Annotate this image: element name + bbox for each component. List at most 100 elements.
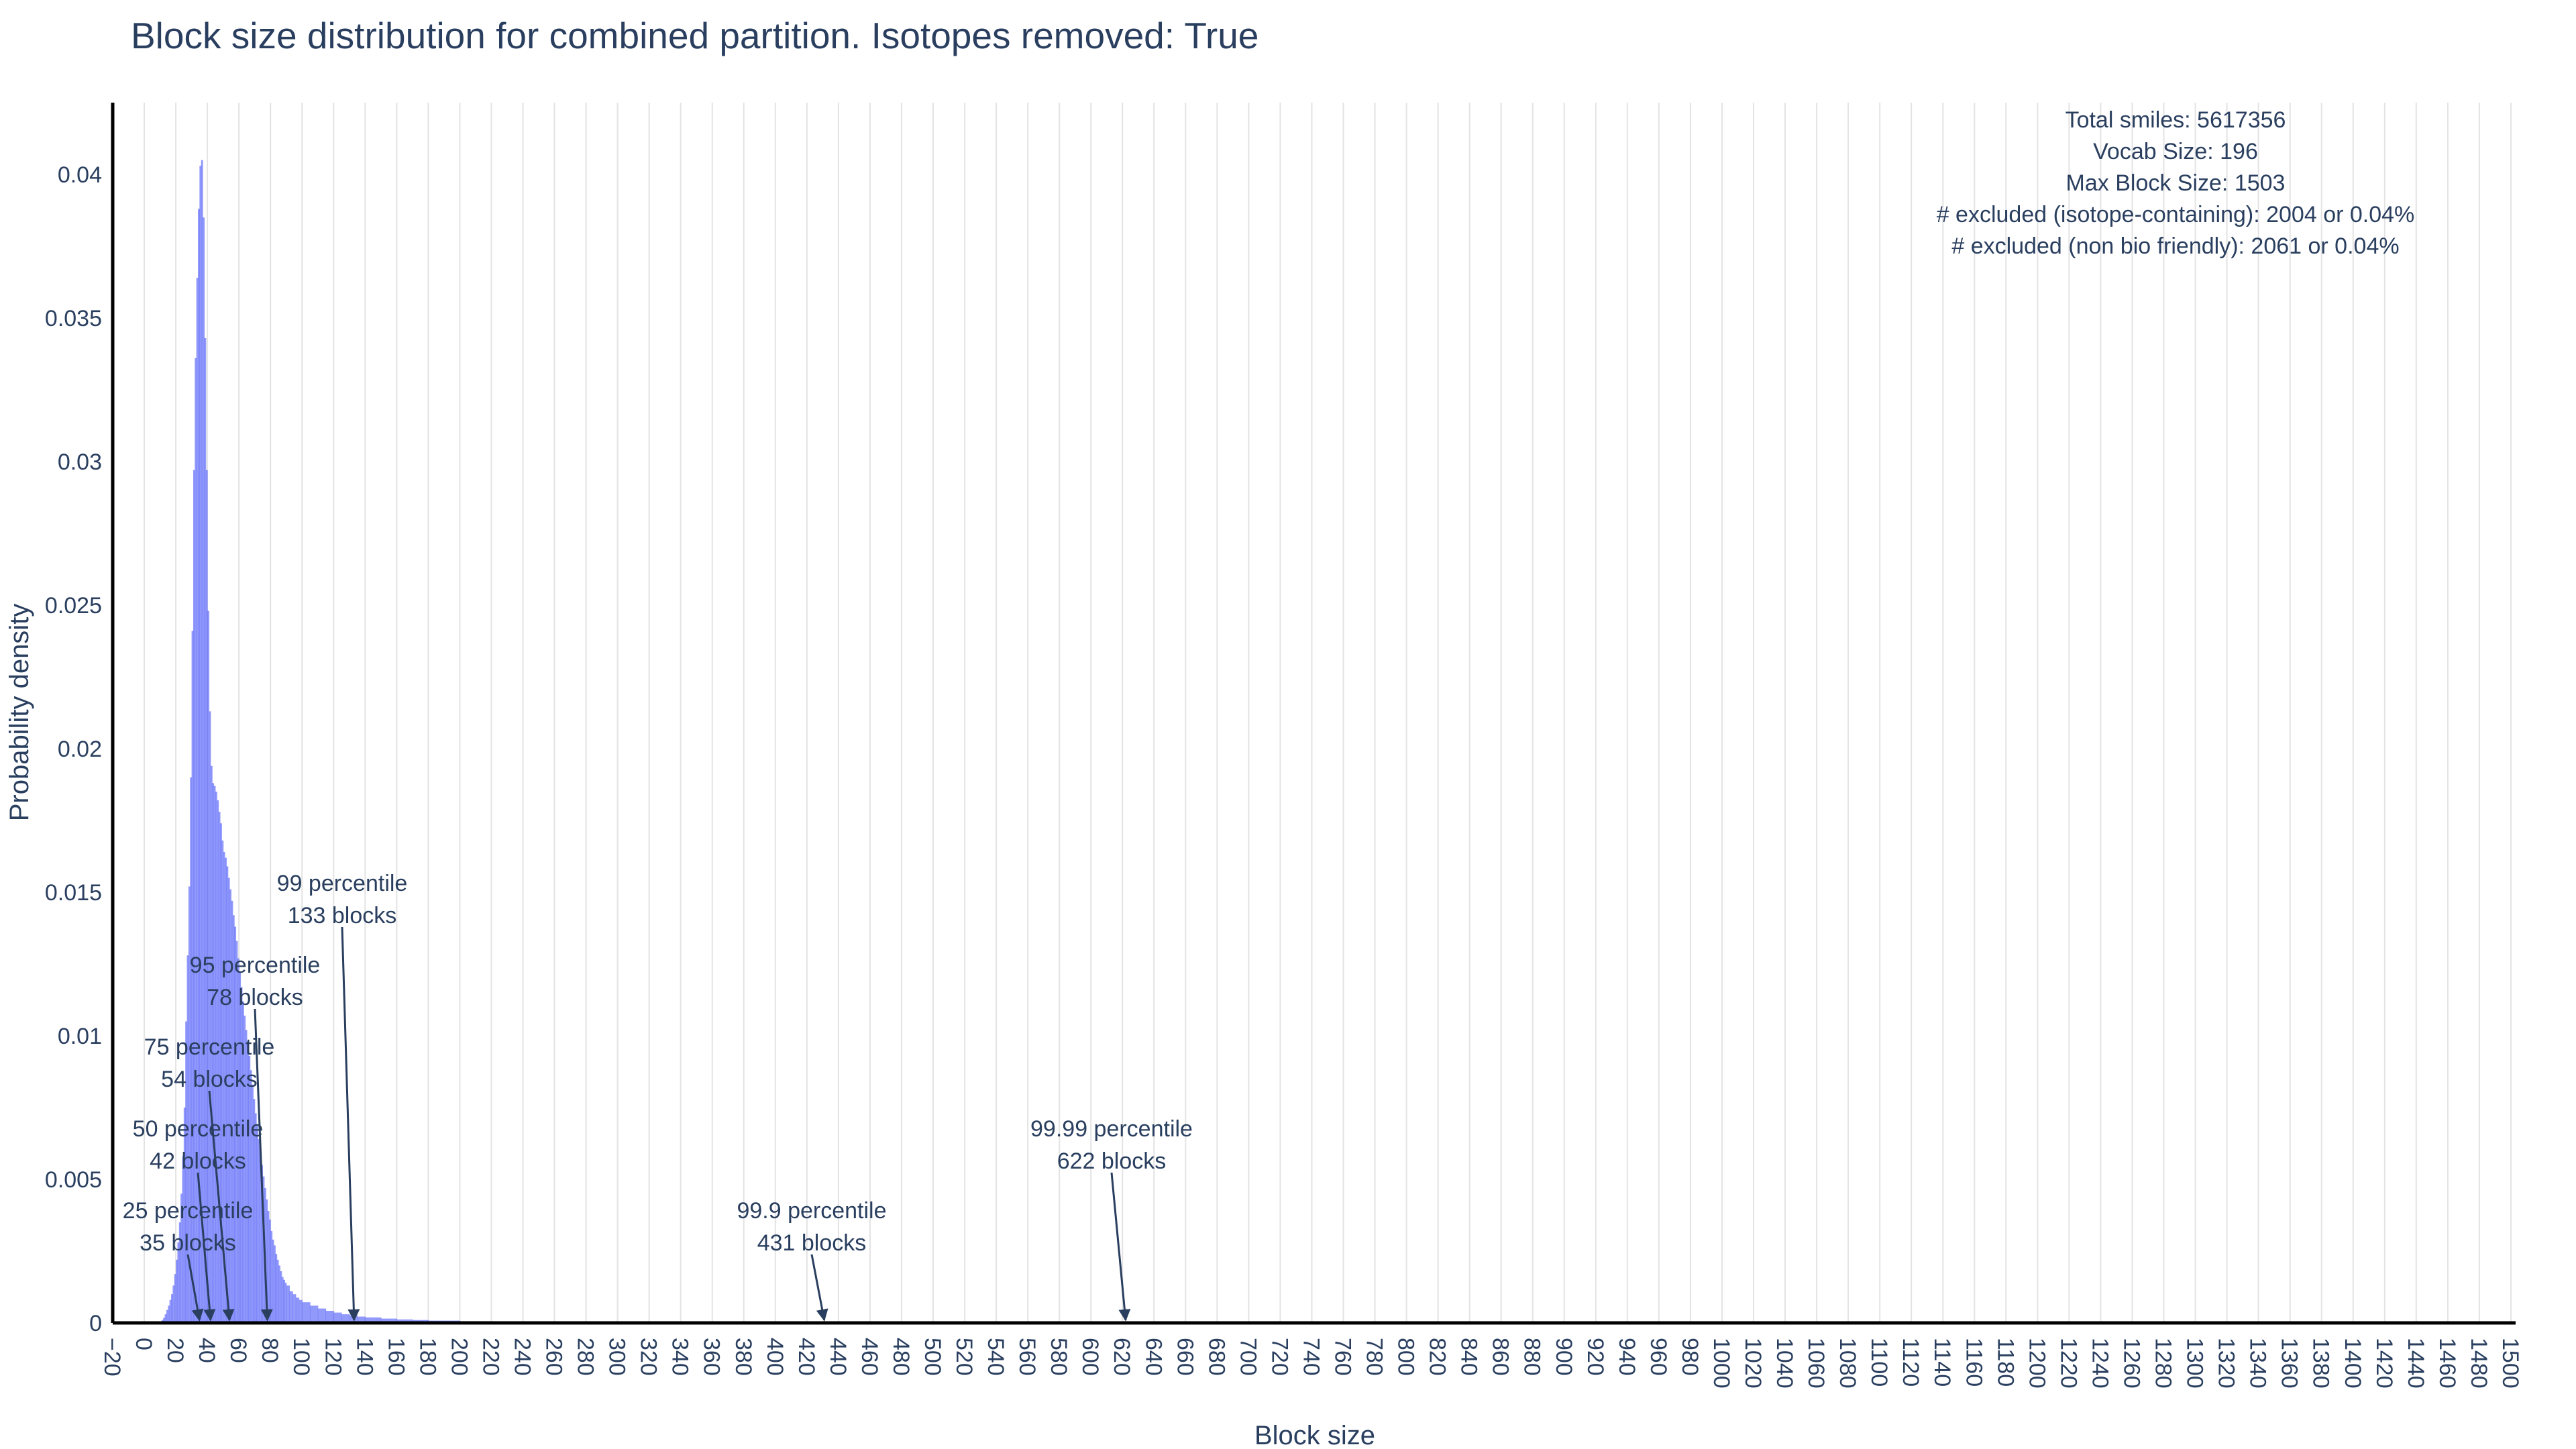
x-tick-label: 1000 [1709,1338,1734,1389]
histogram-bar [183,1108,186,1323]
x-tick-label: 680 [1203,1338,1229,1376]
x-tick-label: 1160 [1961,1338,1986,1387]
percentile-annotations: 25 percentile 35 blocks 50 percentile 42 bl… [123,871,1193,1322]
histogram-bar [275,1254,278,1323]
histogram-bar [164,1314,167,1323]
histogram-bar [217,800,219,1323]
x-tick-label: 580 [1046,1338,1071,1376]
y-tick-label: 0.02 [58,737,102,762]
histogram-bar [231,900,233,1323]
x-tick-label: 360 [699,1338,724,1376]
y-axis-title: Probability density [5,604,34,822]
histogram-bar [267,1211,270,1323]
annotation-arrow [197,1172,216,1322]
x-tick-label: 1120 [1898,1338,1923,1387]
x-tick-label: 920 [1582,1338,1608,1376]
annotation-value: 133 blocks [288,903,397,928]
info-line: Vocab Size: 196 [2093,139,2258,164]
histogram-bar [365,1317,382,1323]
annotation-arrow [254,1008,273,1322]
histogram-bar [213,786,216,1323]
x-tick-label: 300 [604,1338,630,1376]
histogram-bar [196,278,199,1324]
x-tick-label: 900 [1551,1338,1576,1376]
x-tick-label: 960 [1646,1338,1671,1376]
x-tick-label: 320 [636,1338,661,1376]
x-tick-label: 0 [131,1338,156,1350]
x-tick-label: 700 [1235,1338,1260,1376]
histogram-bar [250,1070,252,1323]
x-tick-label: 980 [1677,1338,1703,1376]
x-tick-label: 380 [731,1338,756,1376]
x-tick-label: 740 [1298,1338,1324,1376]
x-tick-label: 80 [257,1338,282,1363]
histogram-bar [283,1279,285,1323]
histogram-bar [205,470,208,1323]
histogram-bar [172,1285,175,1323]
x-tick-label: 620 [1109,1338,1134,1376]
histogram-bar [341,1314,350,1323]
x-tick-label: 520 [951,1338,977,1376]
histogram-bar [333,1312,342,1323]
x-tick-label: 1280 [2151,1338,2176,1389]
histogram-bar [166,1309,168,1323]
x-tick-label: 440 [825,1338,851,1376]
histogram-bar [171,1294,173,1323]
histogram-bar [396,1319,413,1323]
annotation-value: 35 blocks [140,1230,236,1256]
histogram-bar [199,166,202,1323]
x-tick-label: 560 [1014,1338,1040,1376]
histogram-bar [227,877,230,1323]
x-tick-label: 1040 [1772,1338,1797,1389]
histogram-bar [276,1259,279,1323]
y-tick-label: 0.015 [45,880,102,906]
histogram-bar [201,160,203,1324]
histogram-bar [237,958,239,1323]
annotation-value: 431 blocks [757,1230,867,1256]
histogram-bar [207,610,210,1323]
x-tick-label: 1420 [2371,1338,2397,1389]
histogram-bar [284,1283,287,1323]
histogram-bar [253,1099,256,1323]
histogram-bar [261,1165,264,1323]
x-tick-label: 40 [194,1338,219,1363]
x-tick-label: 1400 [2340,1338,2365,1389]
x-tick-label: 200 [446,1338,472,1376]
histogram-bar [219,823,222,1323]
x-tick-label: 500 [920,1338,945,1376]
histogram-bar [309,1305,319,1323]
y-tick-label: 0.03 [58,449,102,475]
x-tick-label: 100 [288,1338,314,1376]
histogram-bar [270,1231,273,1323]
x-tick-label: 720 [1267,1338,1292,1376]
histogram-bar [259,1150,262,1323]
x-tick-label: 1220 [2055,1338,2081,1389]
annotation-value: 42 blocks [150,1148,246,1174]
histogram-bar [244,1016,246,1323]
x-tick-label: 760 [1330,1338,1356,1376]
x-gridlines [144,103,2512,1323]
annotation-arrow [208,1090,235,1322]
x-tick-label: 840 [1456,1338,1482,1376]
histogram-bar [185,1021,188,1323]
histogram-bar [188,886,191,1323]
histogram-bar [289,1291,293,1323]
x-tick-label: 940 [1614,1338,1640,1376]
axes [111,103,2516,1325]
histogram-bar [248,1055,251,1323]
histogram-bar [229,889,231,1323]
info-line: # excluded (non bio friendly): 2061 or 0… [1951,233,2399,259]
histogram-bar [235,941,238,1323]
histogram-bar [191,631,194,1323]
y-tick-labels: 0 0.005 0.01 0.015 0.02 0.025 0.03 0.035 0.04 [45,162,102,1336]
histogram-bar [221,840,224,1323]
x-tick-label: 780 [1362,1338,1387,1376]
x-tick-label: 1240 [2087,1338,2112,1389]
x-tick-label: 1200 [2024,1338,2049,1389]
x-tick-label: 20 [162,1338,188,1363]
histogram-bar [232,915,235,1323]
histogram-bar [203,217,205,1324]
x-tick-label: 1100 [1866,1338,1892,1387]
histogram-bar [190,777,193,1323]
